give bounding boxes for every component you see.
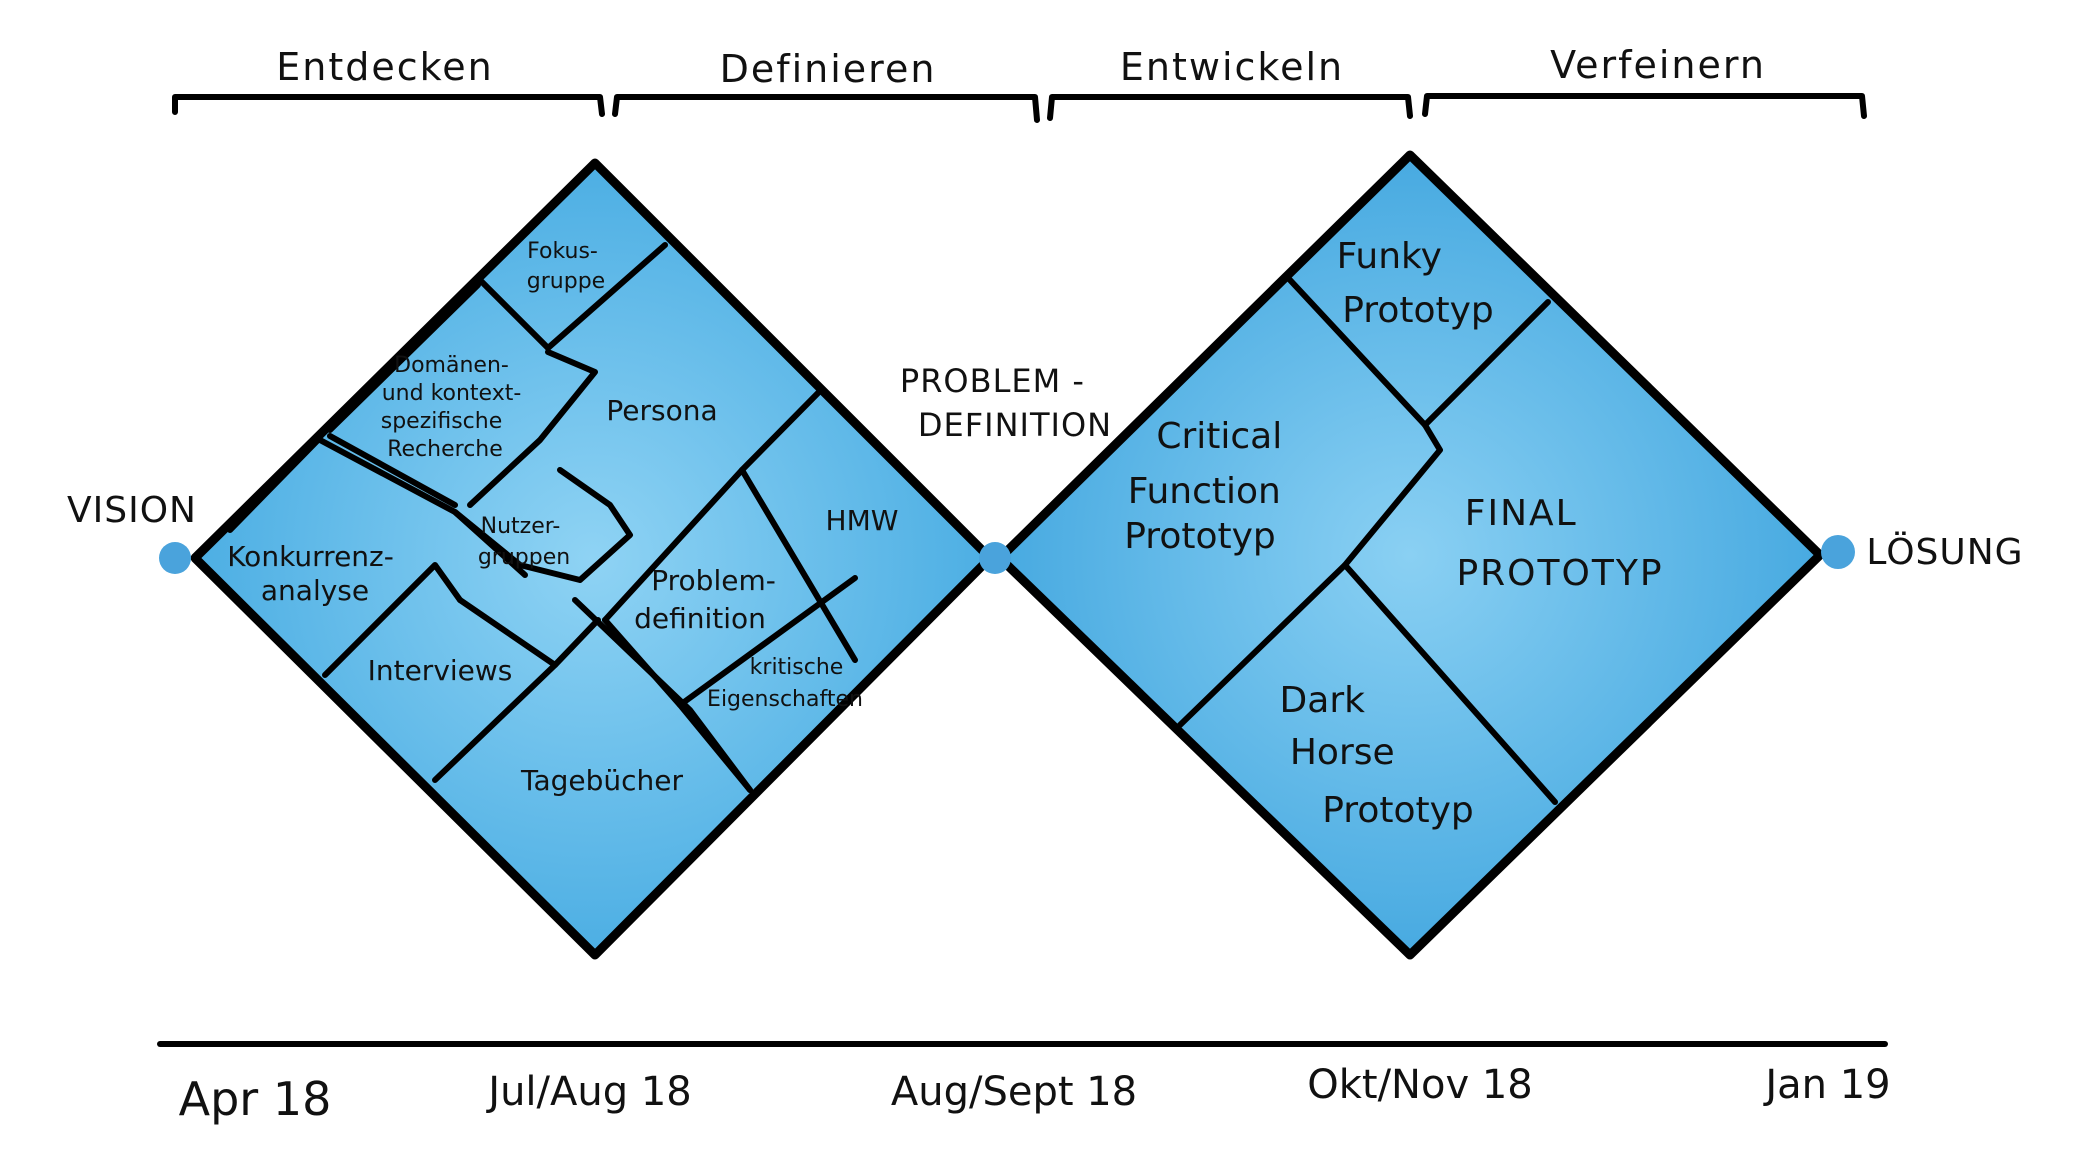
cell-funky-prototyp: Funky Prototyp [1337,236,1494,331]
cell-konkurrenzanalyse: Konkurrenz- analyse [227,540,403,607]
mid-dot [979,542,1011,574]
brace-entwickeln [1047,94,1413,121]
start-label: Vision [67,490,197,531]
divider-funky-left [1287,277,1428,428]
divider-tagebuecher-top [552,617,601,668]
end-label: Lösung [1866,531,2023,573]
timeline-label-jan19: Jan 19 [1762,1062,1890,1108]
phase-label-verfeinern: Verfeinern [1550,43,1766,87]
cell-nutzergruppen: Nutzer- gruppen [478,514,570,570]
cell-persona: Persona [606,394,717,427]
divider-fokus [475,275,551,351]
divider-fokus-persona [545,242,668,351]
cell-interviews: Interviews [368,654,513,687]
phase-label-entdecken: Entdecken [276,45,494,89]
divider-recherche-bottom [327,433,458,508]
second-diamond-outline [995,150,1825,960]
divider-interviews-top [322,562,463,678]
divider-funky-right [1422,299,1551,428]
cell-dark-horse-prototyp: Dark Horse Prototyp [1280,680,1474,831]
phase-braces [172,93,1867,123]
divider-nutzer-bottom [452,509,528,578]
brace-definieren [612,94,1040,123]
start-dot [159,542,191,574]
cell-tagebuecher: Tagebücher [520,764,684,797]
cell-recherche: Domänen- und kontext- spezifische Recher… [381,353,529,462]
second-diamond [995,150,1825,960]
cell-hmw: HMW [826,504,899,537]
brace-entdecken [172,94,605,117]
divider-critical-right [1177,422,1443,728]
phase-label-entwickeln: Entwickeln [1120,45,1344,89]
brace-verfeinern [1422,93,1867,119]
timeline-label-apr18: Apr 18 [179,1072,332,1126]
mid-label: Problem - Definition [900,362,1112,444]
cell-eigenschaften: kritische Eigenschaften [707,655,863,712]
phase-label-definieren: Definieren [720,47,937,91]
timeline-label-augsept18: Aug/Sept 18 [891,1069,1137,1115]
end-dot [1821,535,1855,569]
divider-darkhorse-right [1342,562,1558,805]
timeline-label-julaug18: Jul/Aug 18 [485,1069,691,1115]
cell-problemdefinition: Problem- definition [634,564,785,635]
divider-recherche-right [467,349,598,508]
cell-final-prototyp: Final Prototyp [1456,493,1663,594]
cell-critical-function-prototyp: Critical Function Prototyp [1124,416,1293,557]
first-diamond-outline [190,158,995,960]
divider-tagebuecher-left [572,597,753,793]
divider-hmw-left [739,467,858,663]
first-diamond [190,158,995,960]
timeline-label-oktnov18: Okt/Nov 18 [1307,1062,1533,1108]
cell-fokusgruppe: Fokus- gruppe [527,239,605,294]
